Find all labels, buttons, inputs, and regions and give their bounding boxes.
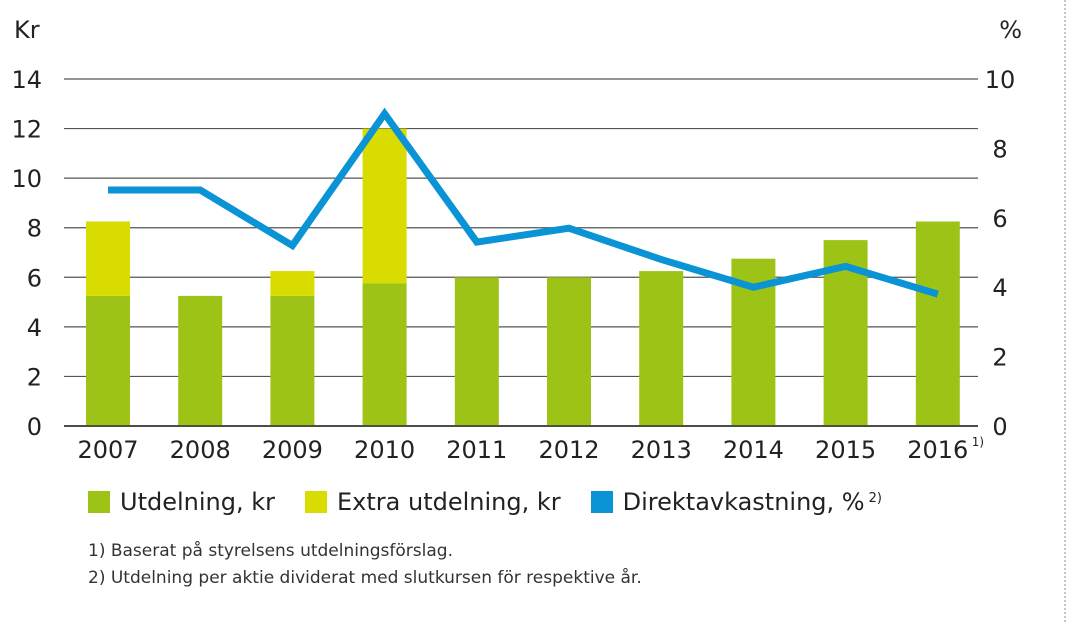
left-tick-label-4: 4 xyxy=(27,314,42,342)
chart-legend: Utdelning, kr Extra utdelning, kr Direkt… xyxy=(88,488,912,516)
right-tick-label-4: 4 xyxy=(992,274,1007,302)
legend-swatch-utdelning xyxy=(88,491,110,513)
left-axis-label: Kr xyxy=(14,16,40,44)
bar-utdelning-2007 xyxy=(86,295,130,426)
footnotes: 1) Baserat på styrelsens utdelningsförsl… xyxy=(88,538,642,592)
bar-utdelning-2012 xyxy=(547,277,591,426)
legend-label-utdelning: Utdelning, kr xyxy=(120,488,275,516)
footnote-2: 2) Utdelning per aktie dividerat med slu… xyxy=(88,568,642,588)
left-tick-label-12: 12 xyxy=(11,116,42,144)
legend-item-utdelning: Utdelning, kr xyxy=(88,488,275,516)
x-tick-label-2016: 2016 xyxy=(907,436,968,464)
right-tick-label-6: 6 xyxy=(992,205,1007,233)
x-tick-label-2007: 2007 xyxy=(77,436,138,464)
bar-utdelning-2009 xyxy=(270,295,315,426)
bar-extra-utdelning-2010 xyxy=(362,128,407,284)
right-tick-label-8: 8 xyxy=(992,135,1007,163)
x-tick-label-2008: 2008 xyxy=(170,436,231,464)
bar-utdelning-2011 xyxy=(454,277,499,426)
legend-swatch-direktavkastning xyxy=(590,491,613,513)
x-tick-label-2009: 2009 xyxy=(262,436,323,464)
legend-swatch-extra-utdelning xyxy=(305,491,327,513)
right-tick-label-0: 0 xyxy=(992,413,1007,441)
legend-item-extra-utdelning: Extra utdelning, kr xyxy=(305,488,561,516)
x-tick-label-2011: 2011 xyxy=(446,436,507,464)
legend-footnote-marker: 2) xyxy=(868,490,882,506)
x-tick-label-2014: 2014 xyxy=(723,436,784,464)
x-tick-label-2012: 2012 xyxy=(538,436,599,464)
bar-utdelning-2008 xyxy=(178,295,223,426)
bar-extra-utdelning-2007 xyxy=(86,221,130,296)
left-tick-label-14: 14 xyxy=(11,66,42,94)
left-tick-label-8: 8 xyxy=(27,215,42,243)
legend-label-direktavkastning: Direktavkastning, % xyxy=(622,488,865,516)
x-tick-label-2013: 2013 xyxy=(631,436,692,464)
legend-item-direktavkastning: Direktavkastning, % 2) xyxy=(590,488,882,516)
bar-utdelning-2010 xyxy=(362,283,407,426)
bar-utdelning-2016 xyxy=(915,221,960,426)
footnote-1: 1) Baserat på styrelsens utdelningsförsl… xyxy=(88,541,453,561)
x-tick-footnote-2016: 1) xyxy=(972,435,984,449)
left-tick-label-2: 2 xyxy=(27,363,42,391)
legend-label-extra-utdelning: Extra utdelning, kr xyxy=(337,488,561,516)
right-axis-label: % xyxy=(999,16,1022,44)
right-tick-label-10: 10 xyxy=(985,66,1016,94)
x-tick-label-2010: 2010 xyxy=(354,436,415,464)
left-tick-label-6: 6 xyxy=(27,264,42,292)
right-tick-label-2: 2 xyxy=(992,344,1007,372)
left-tick-label-10: 10 xyxy=(11,165,42,193)
bar-utdelning-2013 xyxy=(639,271,684,426)
dividend-chart: Kr % 0 2 4 6 8 10 12 14 0 2 4 6 8 10 2007 2008 2009 2010 201… xyxy=(11,16,1022,464)
x-tick-label-2015: 2015 xyxy=(815,436,876,464)
line-direktavkastning xyxy=(108,107,939,298)
bar-extra-utdelning-2009 xyxy=(270,271,315,296)
left-tick-label-0: 0 xyxy=(27,413,42,441)
page-edge-divider xyxy=(1064,0,1066,622)
